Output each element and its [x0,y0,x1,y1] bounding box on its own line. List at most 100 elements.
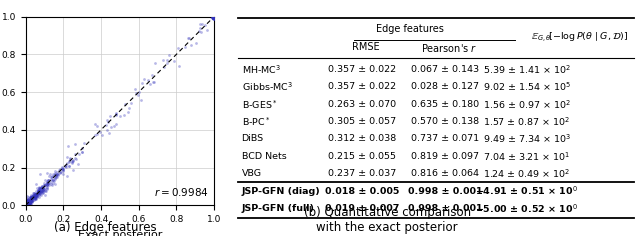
Point [34,185,44,189]
Point [54,168,65,172]
Point [22,202,32,206]
Point [30,196,40,200]
Point [45,180,56,184]
Point [64,159,74,163]
Point [26,198,36,202]
Point [35,191,45,195]
Point [173,64,184,67]
Point [33,192,44,196]
Point [24,200,34,204]
Text: 0.737 ± 0.071: 0.737 ± 0.071 [412,135,479,143]
Point [21,203,31,206]
Point [42,185,52,189]
Point [28,196,38,200]
Point [24,203,34,207]
Point [26,196,36,200]
Point [191,41,201,45]
Text: (a) Edge features: (a) Edge features [54,221,157,234]
Point [46,177,56,181]
Point [28,194,38,198]
Point [38,188,48,192]
Point [24,198,35,202]
Point [173,46,184,50]
Point [22,198,32,202]
Point [143,78,154,82]
Point [58,168,68,172]
Point [20,199,31,203]
Point [51,173,61,177]
Point [60,164,70,168]
Point [50,176,60,180]
Point [24,200,35,203]
Point [209,15,220,18]
Point [21,202,31,206]
Point [20,202,31,206]
Point [43,181,53,184]
Point [32,194,42,198]
Text: VBG: VBG [241,169,262,178]
Point [40,183,51,187]
Point [25,199,35,203]
Point [21,203,31,206]
Point [24,202,34,206]
Point [40,179,51,182]
Point [48,178,58,181]
Point [29,194,40,198]
Point [147,73,157,77]
Point [30,194,40,198]
Point [26,198,36,202]
Point [40,183,50,187]
Point [25,198,35,202]
Point [38,185,48,189]
Point [164,53,175,57]
Point [31,192,41,195]
Point [25,198,35,202]
Point [23,197,33,201]
Point [24,200,35,204]
Point [111,111,121,115]
Point [26,203,36,206]
Point [51,169,61,173]
Point [58,169,68,173]
Point [24,196,35,200]
Text: (b) Quantitative comparison
with the exact posterior: (b) Quantitative comparison with the exa… [303,206,471,234]
Point [43,181,53,185]
Point [36,190,47,194]
Point [33,191,44,195]
Text: RMSE: RMSE [353,42,380,52]
Point [22,203,32,207]
Point [47,172,58,176]
Point [33,188,43,192]
Point [77,146,87,150]
Point [26,200,36,204]
Text: 0.019 ± 0.007: 0.019 ± 0.007 [325,204,399,213]
Point [50,177,60,181]
Point [51,174,61,177]
Point [42,183,52,187]
Point [26,194,36,198]
Point [33,189,44,193]
Point [36,187,47,191]
Point [33,189,43,192]
Point [23,203,33,207]
Point [29,193,39,197]
Point [72,162,83,165]
Point [45,172,56,176]
Text: $r = 0.9984$: $r = 0.9984$ [154,186,209,198]
Point [32,193,42,197]
Point [206,15,216,18]
Point [29,198,39,202]
Point [115,114,125,118]
Text: Edge features: Edge features [376,24,444,34]
Point [180,45,191,49]
Point [158,58,168,62]
Point [36,190,47,194]
Point [22,197,32,201]
Point [33,190,43,194]
Point [25,200,35,204]
Text: 1.57 ± 0.87 × 10$^2$: 1.57 ± 0.87 × 10$^2$ [483,115,570,128]
Point [54,171,65,174]
Point [71,157,81,160]
Point [33,190,44,194]
Point [47,175,57,179]
